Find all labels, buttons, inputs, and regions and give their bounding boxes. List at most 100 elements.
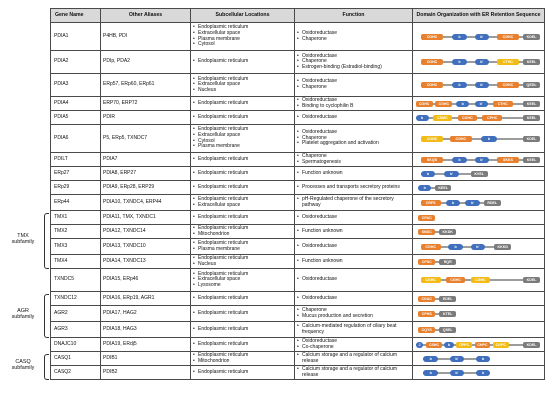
function-item: Oxidoreductase <box>297 79 410 85</box>
domain-box: CQYS <box>418 326 436 333</box>
subfamily-bracket <box>44 353 49 380</box>
domain-box: CGHC <box>449 135 472 142</box>
domain-organization-cell: b CSMC CGHC CPHC KEEL <box>412 110 545 125</box>
location-item: Endoplasmic reticulum <box>193 240 292 247</box>
function-list: ChaperoneMucus production and secretion <box>297 307 410 319</box>
gene-name-cell: PDIA2 <box>50 50 101 74</box>
domain-track: SKQS b b' SKKS KEEL <box>414 154 544 166</box>
domain-track: CQYS QSEL <box>414 323 544 337</box>
location-item: Endoplasmic reticulum <box>193 341 292 348</box>
domain-track: CGHC CGHC b KDEL <box>414 126 544 152</box>
linker-line <box>415 116 541 119</box>
function-cell: Function unknown <box>294 254 413 269</box>
table-row: PDILTPDIA7Endoplasmic reticulum Chaperone… <box>50 152 545 167</box>
function-list: Calcium-mediated regulation of ciliary b… <box>297 323 410 335</box>
domain-box: b <box>415 114 429 121</box>
domain-box: CPSC <box>418 258 436 265</box>
locations-cell: Endoplasmic reticulum <box>190 110 295 125</box>
gene-name-cell: TMX3 <box>50 238 101 255</box>
locations-list: Endoplasmic reticulumNucleus <box>193 256 292 267</box>
function-item: Oxidoreductase <box>297 339 410 345</box>
domain-box: b <box>423 355 438 362</box>
function-cell: OxidoreductaseBinding to cyclophilin B <box>294 96 413 111</box>
function-list: OxidoreductaseChaperone <box>297 30 410 42</box>
aliases-cell: PDIA18, HAG3 <box>100 321 191 338</box>
domain-box: b <box>423 369 438 376</box>
locations-list: Endoplasmic reticulumExtracellular space <box>193 196 292 208</box>
aliases-cell: PDIA16, ERp19, AGR1 <box>100 291 191 306</box>
er-retention-sequence: KDEL <box>523 277 541 283</box>
function-cell: Oxidoreductase <box>294 238 413 255</box>
aliases-cell: PDIR <box>100 110 191 125</box>
domain-organization-cell: J CSHC b CPPC CHPC CGPC KDEL <box>412 337 545 352</box>
function-list: Oxidoreductase <box>297 243 410 250</box>
table-header-row: Gene Name Other Aliases Subcellular Loca… <box>50 8 545 23</box>
function-cell: OxidoreductaseChaperoneEstrogen-binding … <box>294 50 413 74</box>
location-item: Endoplasmic reticulum <box>193 295 292 302</box>
location-item: Endoplasmic reticulum <box>193 353 292 359</box>
domain-track: CGHC b b' CGHC KDEL <box>414 24 544 50</box>
gene-name-cell: PDILT <box>50 152 101 167</box>
domain-box: CGPC <box>492 341 509 348</box>
location-item: Endoplasmic reticulum <box>193 25 292 31</box>
locations-cell: Endoplasmic reticulumExtracellular space… <box>190 268 295 292</box>
domain-box: b <box>452 156 467 163</box>
er-retention-sequence: KVEL <box>470 170 488 177</box>
subfamily-label-line: subfamily <box>11 313 35 320</box>
function-item: Spermatogenesis <box>297 159 410 166</box>
location-item: Mitochondrion <box>193 231 292 238</box>
function-list: Oxidoreductase <box>297 114 410 121</box>
locations-list: Endoplasmic reticulum <box>193 59 292 65</box>
aliases-cell: PDIA8, ERP27 <box>100 166 191 181</box>
header-function: Function <box>294 8 413 23</box>
locations-list: Endoplasmic reticulumExtracellular space… <box>193 271 292 289</box>
domain-track: b CSMC CGHC CPHC KEEL <box>414 112 544 124</box>
function-cell: OxidoreductaseChaperone <box>294 73 413 97</box>
domain-box: SNDC <box>418 228 436 235</box>
domain-organization-cell: CQYS QSEL <box>412 321 545 338</box>
domain-box: CGAC <box>418 295 436 302</box>
locations-cell: Endoplasmic reticulumExtracellular space… <box>190 73 295 97</box>
gene-name-cell: DNAJC10 <box>50 337 101 352</box>
function-item: Processes and transports secretory prote… <box>297 184 410 191</box>
location-item: Endoplasmic reticulum <box>193 59 292 65</box>
locations-list: Endoplasmic reticulum <box>193 326 292 333</box>
domain-box: CGHC <box>420 135 444 142</box>
function-list: Function unknown <box>297 170 410 177</box>
locations-list: Endoplasmic reticulumExtracellular space… <box>193 76 292 94</box>
domain-organization-cell: CGHC CGHC CGHC KDEL <box>412 268 545 292</box>
locations-cell: Endoplasmic reticulumMitochondrion <box>190 351 295 366</box>
subfamily-label-line: subfamily <box>11 238 35 245</box>
table-row: CASQ1PDIB1Endoplasmic reticulumMitochond… <box>50 351 545 366</box>
location-item: Extracellular space <box>193 82 292 88</box>
locations-list: Endoplasmic reticulum <box>193 156 292 163</box>
domain-track: CPSC RQR <box>414 256 544 268</box>
domain-track: CGHC b b' CTHC KEEL <box>414 52 544 73</box>
domain-track: CPHS KTEL <box>414 307 544 321</box>
domain-box: CRFS <box>420 199 441 206</box>
pdi-family-table: Gene Name Other Aliases Subcellular Loca… <box>50 8 545 380</box>
aliases-cell: PDIA14, TXNDC13 <box>100 254 191 269</box>
domain-organization-cell: b KEEL <box>412 180 545 195</box>
function-item: Oxidoreductase <box>297 214 410 221</box>
function-item: Calcium storage and a regulator of calci… <box>297 367 410 378</box>
domain-box: CGHC <box>445 277 466 283</box>
locations-list: Endoplasmic reticulum <box>193 100 292 107</box>
domain-box: CGHC <box>420 243 441 250</box>
linker-line <box>418 328 457 331</box>
domain-organization-cell: b b' b <box>412 365 545 380</box>
domain-organization-cell: CGHC b b' KKKD <box>412 238 545 255</box>
domain-box: b <box>444 341 454 348</box>
domain-box: b <box>445 199 461 206</box>
locations-cell: Endoplasmic reticulum <box>190 305 295 322</box>
location-item: Lysosome <box>193 282 292 289</box>
domain-box: CHPC <box>474 341 491 348</box>
gene-name-cell: TMX1 <box>50 210 101 225</box>
er-retention-sequence: KEEL <box>523 59 541 65</box>
linker-line <box>420 137 541 140</box>
domain-box: b' <box>449 355 465 362</box>
function-list: OxidoreductaseBinding to cyclophilin B <box>297 98 410 109</box>
